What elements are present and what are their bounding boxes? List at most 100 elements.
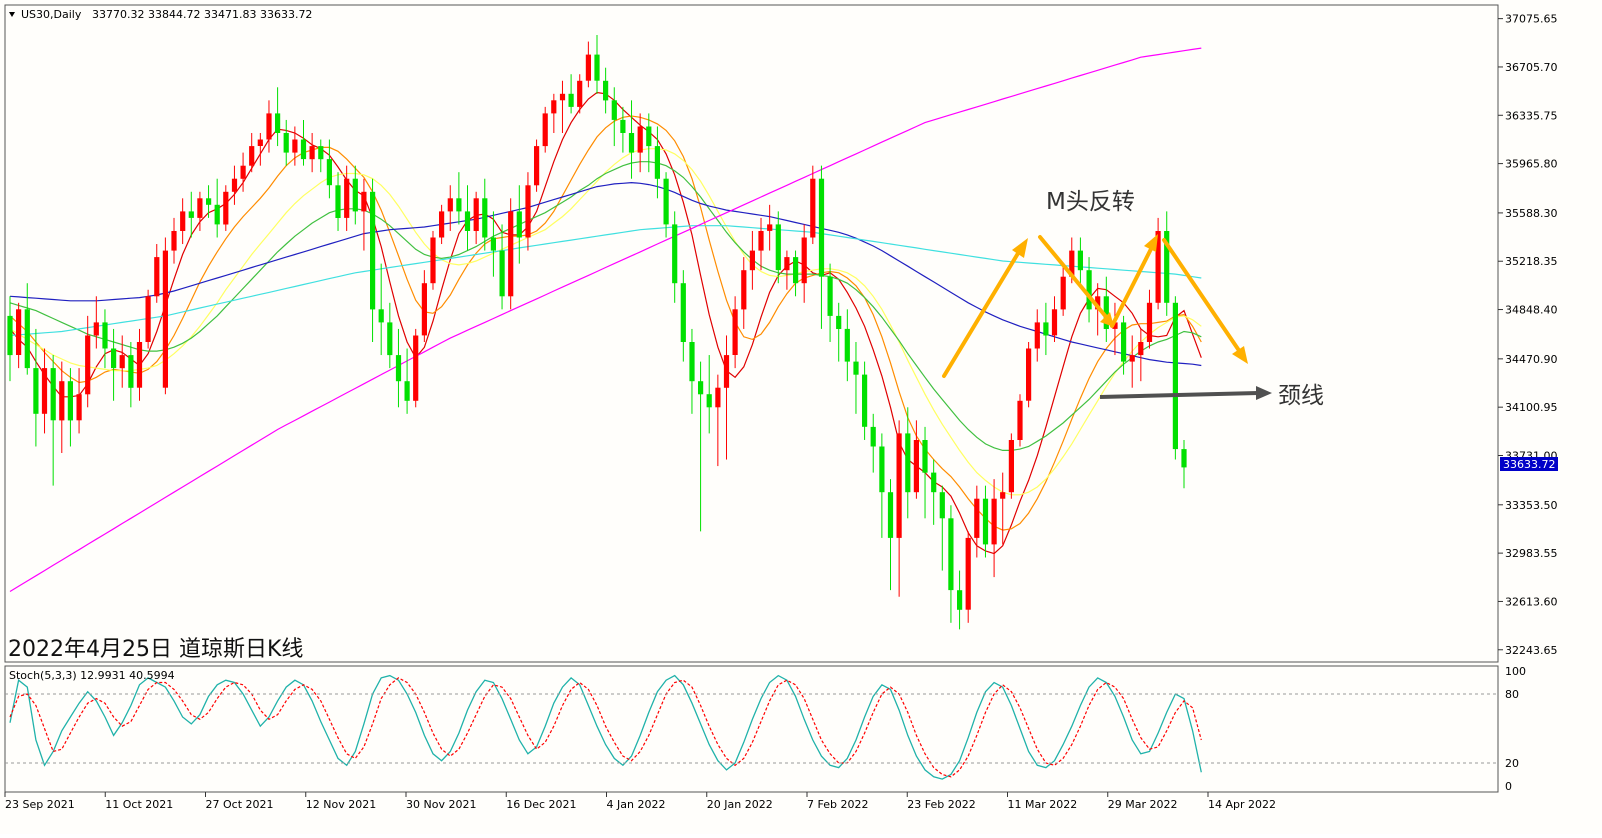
price-tick-label: 32983.55 (1505, 547, 1558, 560)
candle-body (249, 146, 255, 166)
candle-body (620, 119, 626, 133)
moving-average-line-4 (9, 181, 1202, 367)
candle-body (603, 80, 609, 101)
moving-averages (9, 47, 1202, 593)
candle-body (1146, 302, 1153, 342)
candle-body (957, 590, 963, 610)
date-tick-label: 23 Feb 2022 (907, 798, 975, 811)
m-arrow-down-2 (1162, 238, 1242, 354)
stochastic-lines (9, 674, 1202, 780)
candle-body (499, 250, 505, 297)
candle-body (715, 387, 721, 408)
date-axis: 23 Sep 2021 11 Oct 2021 27 Oct 2021 12 Nov … (4, 792, 1276, 811)
price-tick-label: 37075.65 (1505, 13, 1558, 26)
candle-body (516, 211, 522, 238)
price-tick-label: 34470.90 (1505, 353, 1558, 366)
candle-body (283, 133, 289, 153)
candle-body (1051, 309, 1058, 336)
moving-average-line-5 (9, 225, 1202, 337)
candle-body (767, 224, 773, 231)
candle-body (784, 257, 790, 271)
candle-body (1112, 322, 1118, 329)
candle-body (525, 185, 531, 238)
candle-body (76, 394, 82, 421)
candle-body (818, 178, 825, 277)
candle-body (335, 185, 341, 218)
candle-body (534, 146, 540, 186)
candle-body (119, 355, 125, 369)
candle-body (387, 322, 393, 356)
menu-triangle-icon[interactable] (9, 12, 15, 17)
candle-body (672, 224, 678, 284)
candle-body (421, 283, 427, 336)
candle-body (1086, 270, 1092, 310)
candle-body (318, 146, 324, 160)
arrow-head-icon (1232, 346, 1248, 364)
price-tick-label: 35588.30 (1505, 207, 1558, 220)
candles (7, 35, 1187, 630)
candle-body (447, 198, 453, 212)
candle-body (585, 54, 591, 81)
candle-body (1103, 296, 1109, 329)
candle-body (1155, 231, 1161, 303)
date-tick-label: 7 Feb 2022 (807, 798, 868, 811)
candle-body (749, 250, 755, 271)
candle-body (793, 257, 799, 284)
candle-body (257, 139, 263, 146)
current-price-tag (1500, 457, 1558, 471)
candle-body (887, 492, 894, 538)
arrow-head-icon (1144, 234, 1158, 252)
candle-body (775, 224, 781, 271)
candle-body (352, 178, 358, 212)
m-arrow-up-2 (1110, 245, 1154, 328)
m-arrow-up-1 (942, 248, 1022, 378)
candle-body (801, 237, 807, 284)
candle-body (680, 283, 686, 342)
candle-body (395, 355, 402, 382)
candle-body (698, 381, 704, 395)
date-tick-label: 4 Jan 2022 (607, 798, 666, 811)
candle-body (162, 250, 168, 388)
candle-body (913, 440, 919, 493)
candle-body (922, 440, 928, 473)
stoch-signal-line (9, 677, 1202, 778)
candle-body (689, 342, 695, 382)
candle-body (50, 368, 56, 421)
candle-body (223, 191, 229, 225)
candle-body (266, 113, 272, 140)
candle-body (24, 309, 30, 369)
candle-body (370, 191, 376, 310)
candle-body (85, 335, 91, 395)
caption: 2022年4月25日 道琼斯日K线 (8, 637, 303, 662)
candle-body (594, 54, 600, 81)
candle-body (309, 146, 315, 160)
candle-body (300, 139, 307, 160)
arrow-head-icon (1256, 386, 1272, 400)
date-tick-label: 29 Mar 2022 (1108, 798, 1178, 811)
candle-body (67, 381, 73, 421)
candle-body (870, 426, 876, 447)
candle-body (1043, 322, 1049, 336)
candle-body (413, 335, 419, 401)
candle-body (965, 537, 971, 610)
candle-body (1095, 296, 1101, 310)
price-tick-label: 35218.35 (1505, 255, 1558, 268)
candle-body (827, 276, 833, 316)
candle-body (706, 394, 712, 408)
candle-body (361, 191, 367, 212)
date-tick-label: 23 Sep 2021 (5, 798, 75, 811)
candle-body (836, 315, 842, 329)
candle-body (931, 472, 937, 493)
candle-body (905, 433, 911, 493)
stoch-tick-label: 0 (1505, 780, 1512, 793)
candle-body (59, 381, 65, 421)
candle-body (862, 374, 868, 427)
candle-body (240, 165, 246, 179)
candle-body (611, 100, 617, 120)
candle-body (197, 198, 203, 218)
candle-body (33, 368, 39, 414)
date-tick-label: 30 Nov 2021 (406, 798, 476, 811)
date-tick-label: 11 Oct 2021 (105, 798, 173, 811)
candle-body (577, 80, 583, 107)
